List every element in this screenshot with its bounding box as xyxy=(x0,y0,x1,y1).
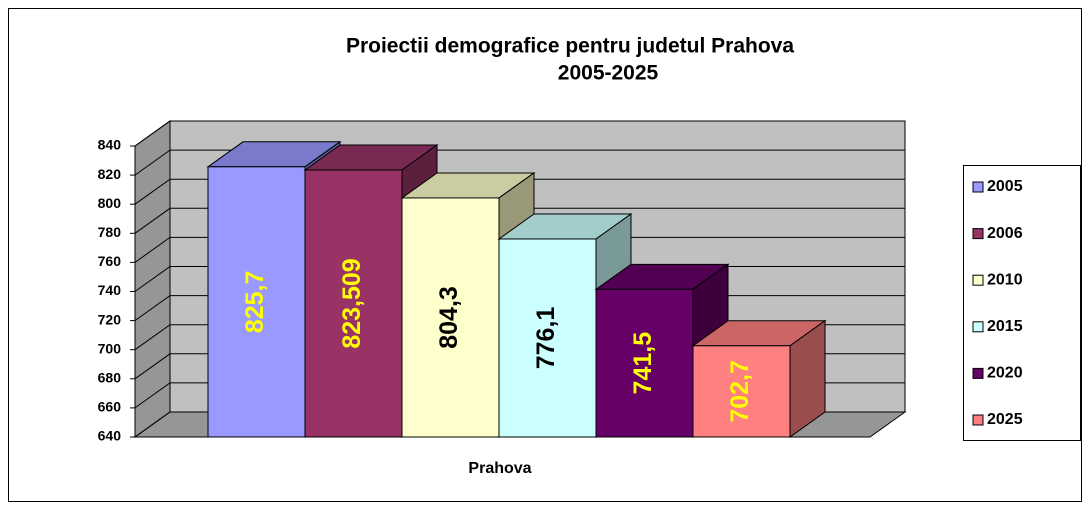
legend xyxy=(963,165,1081,441)
legend-swatch xyxy=(972,274,984,286)
bar-front xyxy=(595,288,694,438)
bar-front xyxy=(304,169,403,438)
y-tick-label: 740 xyxy=(98,282,122,298)
value-label: 825,7 xyxy=(241,271,269,334)
grid-line xyxy=(134,120,905,147)
grid-line xyxy=(134,178,905,205)
y-tick-label: 720 xyxy=(98,311,122,327)
value-label: 776,1 xyxy=(532,307,560,370)
legend-swatch xyxy=(972,414,984,426)
legend-swatch xyxy=(972,367,984,379)
value-label: 804,3 xyxy=(435,286,463,349)
legend-swatch xyxy=(972,228,984,240)
x-tick-label: Prahova xyxy=(468,460,531,477)
y-tick-label: 760 xyxy=(98,253,122,269)
y-tick-label: 680 xyxy=(98,370,122,386)
grid-line xyxy=(134,149,905,176)
legend-label: 2025 xyxy=(987,411,1023,428)
chart-title: 2005-2025 xyxy=(558,62,659,85)
value-label: 741,5 xyxy=(629,332,657,395)
y-tick-label: 660 xyxy=(98,399,122,415)
y-tick-label: 700 xyxy=(98,340,122,356)
legend-label: 2015 xyxy=(987,318,1023,335)
bar-front xyxy=(207,166,306,438)
y-tick-label: 640 xyxy=(98,428,122,444)
grid-line xyxy=(134,207,905,234)
bar-front xyxy=(692,345,791,438)
value-label: 702,7 xyxy=(726,360,754,423)
legend-label: 2010 xyxy=(987,271,1023,288)
y-tick-label: 780 xyxy=(98,224,122,240)
legend-swatch xyxy=(972,321,984,333)
legend-label: 2005 xyxy=(987,178,1023,195)
grid-line xyxy=(134,236,905,263)
y-tick-label: 800 xyxy=(98,195,122,211)
legend-label: 2006 xyxy=(987,225,1023,242)
value-label: 823,509 xyxy=(338,258,366,348)
bar-front xyxy=(498,238,597,438)
legend-label: 2020 xyxy=(987,365,1023,382)
chart-title: Proiectii demografice pentru judetul Pra… xyxy=(346,35,794,58)
y-tick-label: 840 xyxy=(98,137,122,153)
y-tick-label: 820 xyxy=(98,166,122,182)
legend-swatch xyxy=(972,181,984,193)
bar: 702,7 xyxy=(691,319,827,438)
bar-front xyxy=(401,197,500,438)
